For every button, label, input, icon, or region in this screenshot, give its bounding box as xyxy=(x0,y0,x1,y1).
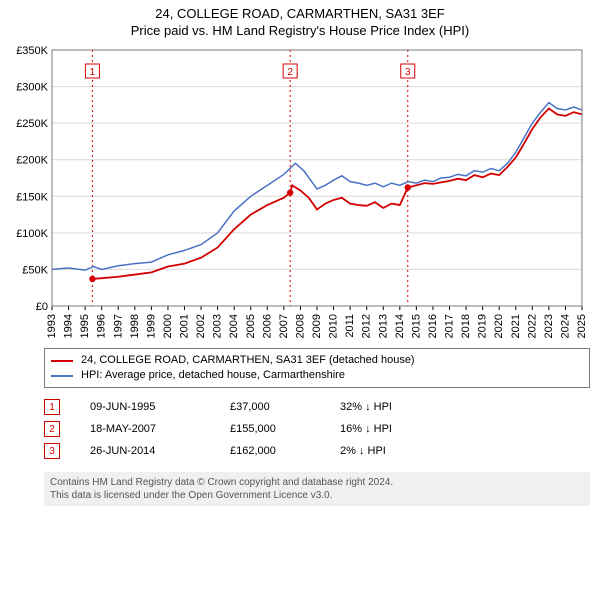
legend-label: 24, COLLEGE ROAD, CARMARTHEN, SA31 3EF (… xyxy=(81,353,415,368)
svg-text:2002: 2002 xyxy=(195,314,207,338)
chart-title: 24, COLLEGE ROAD, CARMARTHEN, SA31 3EF xyxy=(0,6,600,21)
legend-item-0: 24, COLLEGE ROAD, CARMARTHEN, SA31 3EF (… xyxy=(51,353,583,368)
svg-text:2025: 2025 xyxy=(576,314,588,338)
sales-row-1: 1 09-JUN-1995 £37,000 32% ↓ HPI xyxy=(44,396,590,418)
svg-text:£100K: £100K xyxy=(16,228,48,240)
sale-hpi-delta: 32% ↓ HPI xyxy=(340,401,430,413)
svg-text:£250K: £250K xyxy=(16,118,48,130)
svg-text:£350K: £350K xyxy=(16,45,48,57)
svg-text:1999: 1999 xyxy=(145,314,157,338)
svg-text:1995: 1995 xyxy=(79,314,91,338)
svg-text:£300K: £300K xyxy=(16,82,48,94)
svg-text:3: 3 xyxy=(405,67,411,78)
legend-item-1: HPI: Average price, detached house, Carm… xyxy=(51,368,583,383)
svg-text:2020: 2020 xyxy=(493,314,505,338)
svg-text:2006: 2006 xyxy=(261,314,273,338)
svg-text:1993: 1993 xyxy=(46,314,58,338)
svg-text:£150K: £150K xyxy=(16,191,48,203)
svg-text:2011: 2011 xyxy=(344,314,356,338)
sale-hpi-delta: 16% ↓ HPI xyxy=(340,423,430,435)
sale-date: 26-JUN-2014 xyxy=(90,445,200,457)
svg-text:2012: 2012 xyxy=(361,314,373,338)
svg-text:2007: 2007 xyxy=(278,314,290,338)
sales-row-2: 2 18-MAY-2007 £155,000 16% ↓ HPI xyxy=(44,418,590,440)
svg-text:2022: 2022 xyxy=(526,314,538,338)
sale-dot-2 xyxy=(287,189,293,195)
svg-text:2021: 2021 xyxy=(510,314,522,338)
chart-subtitle: Price paid vs. HM Land Registry's House … xyxy=(0,23,600,38)
svg-text:2: 2 xyxy=(287,67,293,78)
legend-label: HPI: Average price, detached house, Carm… xyxy=(81,368,345,383)
svg-text:£50K: £50K xyxy=(22,264,48,276)
price-chart: £0 £50K £100K £150K £200K £250K £300K £350K 1993… xyxy=(8,44,592,344)
svg-text:2003: 2003 xyxy=(212,314,224,338)
footer-line-1: Contains HM Land Registry data © Crown c… xyxy=(50,476,584,489)
svg-text:2009: 2009 xyxy=(311,314,323,338)
sale-hpi-delta: 2% ↓ HPI xyxy=(340,445,430,457)
svg-text:2005: 2005 xyxy=(245,314,257,338)
svg-text:£200K: £200K xyxy=(16,155,48,167)
svg-text:2014: 2014 xyxy=(394,314,406,338)
sale-badge-icon: 3 xyxy=(44,443,60,459)
sale-date: 18-MAY-2007 xyxy=(90,423,200,435)
svg-text:2001: 2001 xyxy=(179,314,191,338)
sale-dot-3 xyxy=(405,184,411,190)
sales-row-3: 3 26-JUN-2014 £162,000 2% ↓ HPI xyxy=(44,440,590,462)
legend: 24, COLLEGE ROAD, CARMARTHEN, SA31 3EF (… xyxy=(44,348,590,388)
sale-dot-1 xyxy=(89,276,95,282)
svg-text:2017: 2017 xyxy=(444,314,456,338)
svg-text:2013: 2013 xyxy=(377,314,389,338)
sale-price: £162,000 xyxy=(230,445,310,457)
svg-text:2004: 2004 xyxy=(228,314,240,338)
svg-text:1996: 1996 xyxy=(96,314,108,338)
svg-text:1: 1 xyxy=(90,67,96,78)
footer-line-2: This data is licensed under the Open Gov… xyxy=(50,489,584,502)
sales-table: 109-JUN-1995£37,00032% ↓ HPI218-MAY-2007… xyxy=(44,396,590,462)
svg-text:2018: 2018 xyxy=(460,314,472,338)
title-block: 24, COLLEGE ROAD, CARMARTHEN, SA31 3EF P… xyxy=(0,0,600,38)
sale-badge-icon: 2 xyxy=(44,421,60,437)
sale-price: £37,000 xyxy=(230,401,310,413)
svg-text:1998: 1998 xyxy=(129,314,141,338)
svg-text:2019: 2019 xyxy=(477,314,489,338)
svg-text:2024: 2024 xyxy=(559,314,571,338)
legend-swatch xyxy=(51,375,73,377)
sale-date: 09-JUN-1995 xyxy=(90,401,200,413)
svg-text:2010: 2010 xyxy=(328,314,340,338)
svg-text:2000: 2000 xyxy=(162,314,174,338)
svg-text:1997: 1997 xyxy=(112,314,124,338)
svg-text:2008: 2008 xyxy=(294,314,306,338)
svg-text:£0: £0 xyxy=(36,301,48,313)
sale-badge-icon: 1 xyxy=(44,399,60,415)
svg-text:1994: 1994 xyxy=(63,314,75,338)
sale-price: £155,000 xyxy=(230,423,310,435)
svg-text:2023: 2023 xyxy=(543,314,555,338)
legend-swatch xyxy=(51,360,73,362)
svg-text:2016: 2016 xyxy=(427,314,439,338)
attribution-footer: Contains HM Land Registry data © Crown c… xyxy=(44,472,590,506)
svg-text:2015: 2015 xyxy=(410,314,422,338)
chart-container: £0 £50K £100K £150K £200K £250K £300K £350K 1993… xyxy=(8,44,592,344)
